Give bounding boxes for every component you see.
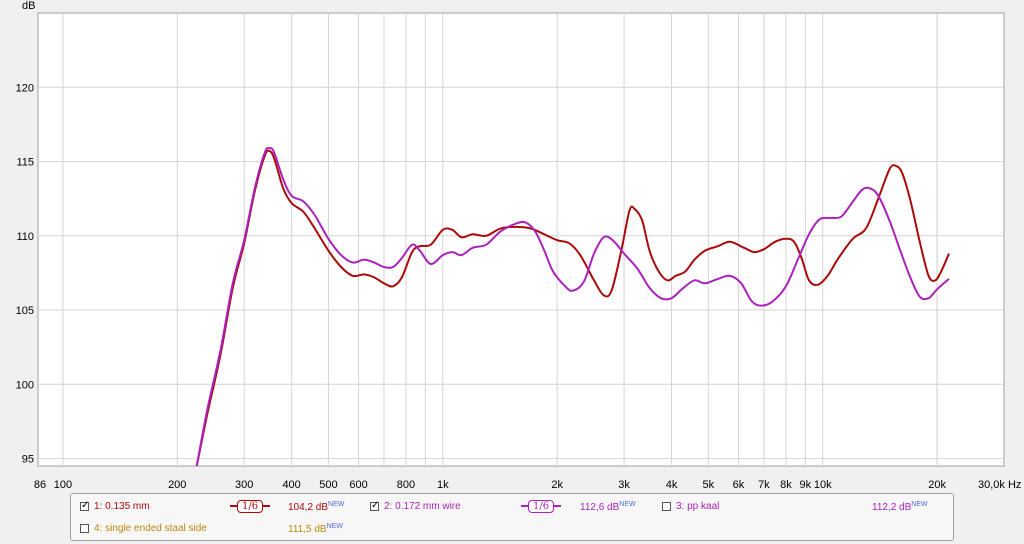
series-line-1[interactable] [195, 149, 950, 466]
smoothing-label-2: 1/6 [528, 499, 555, 513]
legend-label-4: 4: single ended staal side [94, 523, 207, 534]
series-lines[interactable] [195, 146, 950, 466]
series-line-2[interactable] [195, 146, 950, 466]
x-tick-label: 500 [319, 479, 337, 491]
y-tick-label: 100 [16, 379, 34, 391]
legend-item-4[interactable]: 4: single ended staal side [80, 523, 207, 534]
level-value-3: 112,2 dB [872, 502, 912, 513]
y-tick-label: 95 [22, 454, 34, 466]
x-tick-label: 800 [397, 479, 415, 491]
smoothing-badge-1[interactable]: 1/6 [230, 499, 271, 513]
legend-item-3[interactable]: 3: pp kaal [662, 501, 719, 512]
y-axis-label: dB [22, 0, 35, 12]
plot-area [37, 12, 1005, 467]
x-tick-label: 7k [758, 479, 770, 491]
x-tick-label: 3k [618, 479, 630, 491]
level-value-4: 111,5 dB [288, 524, 327, 535]
y-tick-label: 120 [16, 82, 34, 94]
y-tick-label: 105 [16, 305, 34, 317]
x-tick-label: 86 [34, 479, 46, 491]
new-badge-1: NEW [328, 501, 345, 508]
checkbox-3[interactable] [662, 502, 671, 511]
x-axis-ticks: 86 100 200 300 400 500 600 800 1k 2k 3k 4k 5k 6k 7k 8k 9… [34, 479, 1022, 491]
legend-label-2: 2: 0.172 mm wire [384, 501, 461, 512]
smoothing-label-1: 1/6 [237, 499, 264, 513]
x-tick-label: 30,0k Hz [978, 479, 1021, 491]
level-2: 112,6 dBNEW [580, 501, 636, 513]
legend-panel: 1: 0.135 mm 1/6 104,2 dBNEW 2: 0.172 mm … [70, 493, 954, 541]
new-badge-4: NEW [326, 523, 343, 530]
new-badge-2: NEW [619, 501, 636, 508]
legend-item-2[interactable]: 2: 0.172 mm wire [370, 500, 461, 512]
legend-item-1[interactable]: 1: 0.135 mm [80, 500, 150, 512]
level-value-1: 104,2 dB [288, 502, 329, 513]
checkbox-2[interactable] [370, 500, 379, 511]
level-1: 104,2 dBNEW [288, 501, 344, 513]
checkbox-1[interactable] [80, 500, 89, 511]
x-tick-label: 1k [437, 479, 449, 491]
x-tick-label: 2k [551, 479, 563, 491]
level-4: 111,5 dBNEW [288, 523, 343, 535]
new-badge-3: NEW [911, 501, 928, 508]
x-tick-label: 200 [168, 479, 186, 491]
x-tick-label: 5k [703, 479, 715, 491]
legend-label-3: 3: pp kaal [676, 501, 720, 512]
x-tick-label: 400 [282, 479, 300, 491]
x-tick-label: 6k [733, 479, 745, 491]
y-axis-ticks: 95 100 105 110 115 120 [16, 82, 34, 465]
checkbox-4[interactable] [80, 524, 89, 533]
x-tick-label: 8k [780, 479, 792, 491]
level-value-2: 112,6 dB [580, 502, 620, 513]
legend-label-1: 1: 0.135 mm [94, 501, 150, 512]
frequency-response-chart: 95 100 105 110 115 120 86 100 200 300 400 500 600 80… [16, 0, 1022, 491]
x-tick-label: 600 [349, 479, 367, 491]
y-tick-label: 115 [16, 157, 34, 169]
x-tick-label: 10k [814, 479, 832, 491]
grid-lines [38, 13, 1004, 466]
x-tick-label: 20k [928, 479, 946, 491]
x-tick-label: 300 [235, 479, 253, 491]
level-3: 112,2 dBNEW [872, 501, 928, 513]
x-tick-label: 100 [54, 479, 72, 491]
x-tick-label: 9k [800, 479, 812, 491]
smoothing-badge-2[interactable]: 1/6 [521, 499, 562, 513]
y-tick-label: 110 [16, 231, 34, 243]
x-tick-label: 4k [666, 479, 678, 491]
